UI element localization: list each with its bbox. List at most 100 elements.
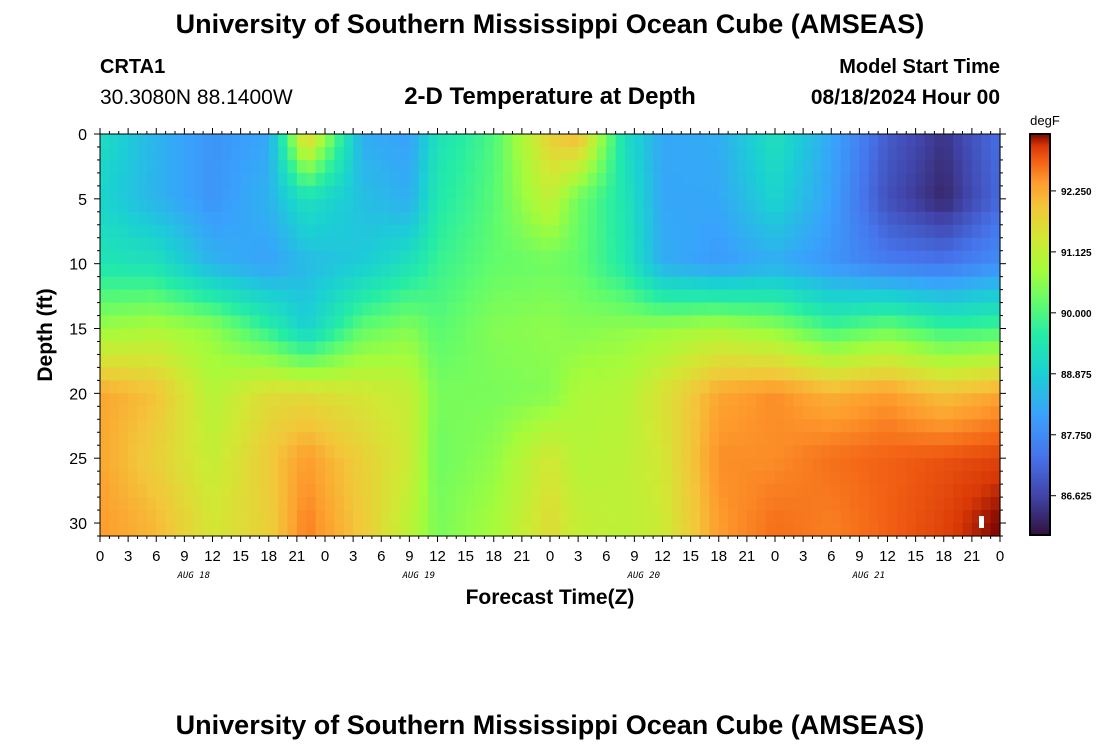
heatmap-cell	[428, 523, 439, 537]
heatmap-cell	[943, 484, 954, 498]
heatmap-cell	[868, 484, 879, 498]
heatmap-cell	[334, 211, 345, 226]
heatmap-cell	[540, 523, 551, 537]
heatmap-cell	[268, 198, 279, 213]
heatmap-cell	[859, 471, 870, 485]
heatmap-cell	[559, 471, 570, 485]
heatmap-cell	[868, 367, 879, 381]
heatmap-cell	[240, 497, 251, 511]
heatmap-cell	[559, 419, 570, 433]
heatmap-cell	[475, 367, 485, 381]
heatmap-cell	[981, 159, 992, 174]
heatmap-cell	[390, 510, 401, 524]
heatmap-cell	[400, 523, 410, 537]
heatmap-cell	[446, 198, 457, 213]
heatmap-cell	[400, 419, 410, 433]
heatmap-cell	[662, 367, 673, 381]
heatmap-cell	[568, 263, 579, 278]
heatmap-cell	[203, 484, 214, 498]
heatmap-cell	[746, 380, 757, 394]
heatmap-cell	[887, 172, 898, 187]
heatmap-cell	[456, 211, 467, 226]
heatmap-cell	[784, 432, 795, 446]
heatmap-cell	[184, 185, 195, 200]
heatmap-cell	[493, 211, 504, 226]
heatmap-cell	[512, 172, 523, 187]
heatmap-cell	[812, 198, 823, 213]
heatmap-cell	[390, 380, 401, 394]
heatmap-cell	[981, 419, 992, 433]
heatmap-cell	[296, 523, 307, 537]
heatmap-cell	[906, 211, 917, 226]
heatmap-cell	[512, 263, 523, 278]
heatmap-cell	[456, 276, 467, 291]
heatmap-cell	[831, 354, 842, 369]
heatmap-cell	[175, 523, 185, 537]
heatmap-cell	[296, 250, 307, 265]
heatmap-cell	[793, 198, 804, 213]
heatmap-cell	[718, 237, 729, 252]
heatmap-cell	[887, 134, 898, 148]
heatmap-cell	[896, 471, 907, 485]
heatmap-cell	[193, 315, 204, 330]
heatmap-cell	[146, 484, 157, 498]
heatmap-cell	[184, 146, 195, 161]
heatmap-cell	[943, 263, 954, 278]
heatmap-cell	[231, 432, 242, 446]
heatmap-cell	[428, 458, 439, 472]
heatmap-cell	[165, 250, 176, 265]
heatmap-cell	[878, 393, 889, 407]
heatmap-cell	[737, 393, 748, 407]
heatmap-cell	[906, 250, 917, 265]
heatmap-cell	[128, 185, 139, 200]
heatmap-cell	[306, 523, 317, 537]
heatmap-cell	[503, 250, 514, 265]
heatmap-cell	[100, 237, 110, 252]
heatmap-cell	[146, 198, 157, 213]
heatmap-cell	[634, 484, 645, 498]
heatmap-cell	[793, 445, 804, 459]
heatmap-cell	[981, 367, 992, 381]
heatmap-cell	[550, 497, 560, 511]
heatmap-cell	[418, 419, 429, 433]
heatmap-cell	[231, 497, 242, 511]
heatmap-cell	[653, 328, 664, 343]
heatmap-cell	[587, 185, 598, 200]
heatmap-cell	[193, 341, 204, 356]
heatmap-cell	[578, 341, 589, 356]
heatmap-cell	[409, 276, 420, 291]
heatmap-cell	[165, 354, 176, 369]
heatmap-cell	[925, 367, 935, 381]
heatmap-cell	[728, 471, 739, 485]
heatmap-cell	[203, 393, 214, 407]
heatmap-cell	[231, 172, 242, 187]
heatmap-cell	[418, 134, 429, 148]
heatmap-cell	[259, 458, 270, 472]
heatmap-cell	[118, 276, 129, 291]
heatmap-cell	[606, 263, 617, 278]
heatmap-cell	[118, 302, 129, 317]
heatmap-cell	[578, 146, 589, 161]
heatmap-cell	[306, 172, 317, 187]
heatmap-cell	[390, 289, 401, 304]
heatmap-cell	[756, 276, 767, 291]
heatmap-cell	[671, 237, 682, 252]
heatmap-cell	[878, 497, 889, 511]
heatmap-cell	[353, 159, 364, 174]
heatmap-cell	[493, 406, 504, 420]
heatmap-cell	[775, 523, 785, 537]
heatmap-cell	[109, 263, 120, 278]
heatmap-cell	[353, 445, 364, 459]
heatmap-cell	[390, 484, 401, 498]
heatmap-cell	[850, 276, 860, 291]
heatmap-cell	[400, 406, 410, 420]
heatmap-cell	[765, 185, 776, 200]
heatmap-cell	[184, 276, 195, 291]
heatmap-cell	[371, 146, 382, 161]
heatmap-cell	[315, 380, 326, 394]
heatmap-cell	[212, 224, 223, 239]
heatmap-cell	[484, 211, 495, 226]
heatmap-cell	[100, 471, 110, 485]
heatmap-cell	[887, 367, 898, 381]
heatmap-cell	[671, 172, 682, 187]
